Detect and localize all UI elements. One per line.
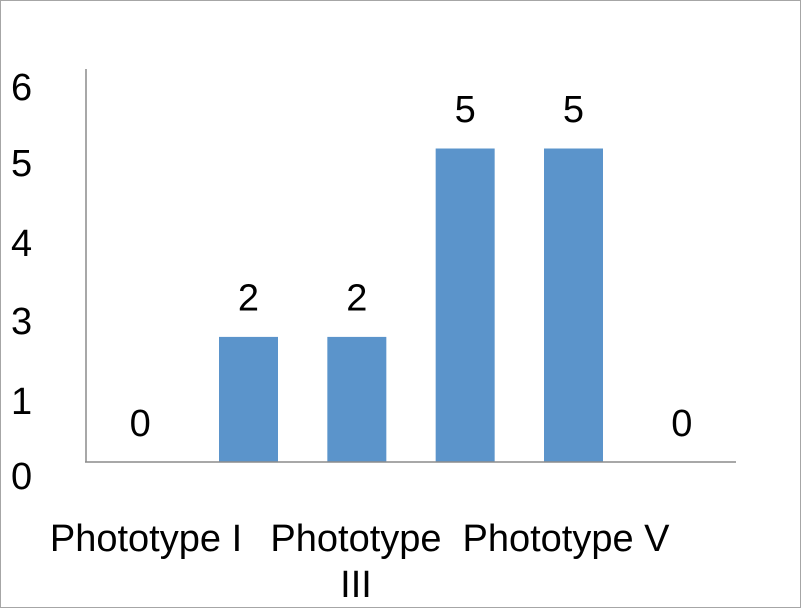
y-tick-label-3: 4 [11, 223, 32, 265]
data-labels-group: 0 2 2 5 5 0 [130, 89, 693, 445]
y-tick-label-1: 1 [11, 381, 32, 423]
data-label-0: 0 [130, 403, 151, 445]
bar-2 [326, 335, 388, 463]
data-label-2: 2 [346, 277, 367, 319]
data-label-4: 5 [563, 89, 584, 131]
y-tick-label-0: 0 [11, 456, 32, 498]
y-tick-label-2: 3 [11, 301, 32, 343]
y-axis-tick-labels: 0 1 3 4 5 6 [11, 67, 32, 498]
bar-1 [218, 335, 279, 463]
bar-3 [434, 147, 496, 463]
y-tick-label-5: 6 [11, 67, 32, 109]
x-category-label-2: Phototype III [270, 518, 441, 606]
bars-group [218, 147, 604, 463]
x-axis-category-labels: Phototype I Phototype III Phototype V [50, 518, 670, 606]
bar-4 [543, 147, 604, 463]
data-label-3: 5 [455, 89, 476, 131]
x-category-label-0: Phototype I [50, 518, 242, 560]
x-category-label-4: Phototype V [462, 518, 670, 560]
data-label-1: 2 [238, 277, 259, 319]
data-label-5: 0 [671, 403, 692, 445]
y-tick-label-4: 5 [11, 143, 32, 185]
